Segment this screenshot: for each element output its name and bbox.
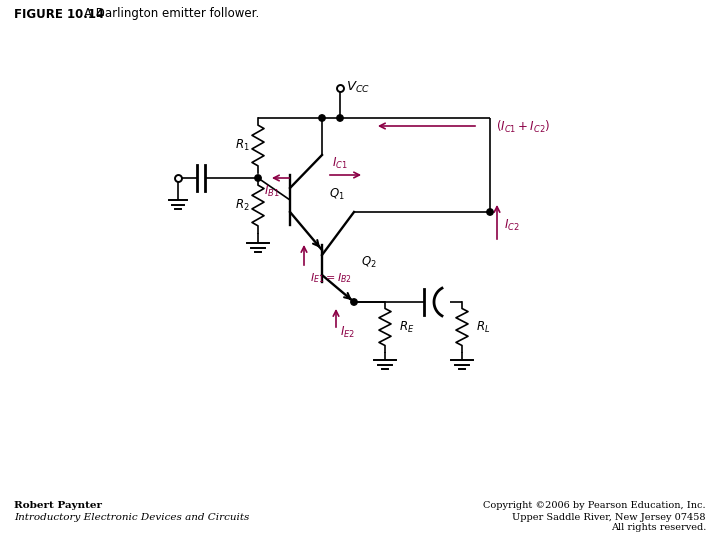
Text: $I_{C1}$: $I_{C1}$ <box>332 156 348 171</box>
Text: $I_{B1}$: $I_{B1}$ <box>264 184 280 199</box>
Text: $R_2$: $R_2$ <box>235 198 249 213</box>
Text: $R_1$: $R_1$ <box>235 138 249 152</box>
Text: $(I_{C1} + I_{C2})$: $(I_{C1} + I_{C2})$ <box>496 119 550 135</box>
Circle shape <box>487 209 493 215</box>
Text: $I_{C2}$: $I_{C2}$ <box>504 218 520 233</box>
Text: $Q_1$: $Q_1$ <box>329 186 345 201</box>
Text: $R_E$: $R_E$ <box>399 320 415 335</box>
Circle shape <box>255 175 261 181</box>
Text: $R_L$: $R_L$ <box>476 320 490 335</box>
Text: FIGURE 10.14: FIGURE 10.14 <box>14 8 104 21</box>
Text: $V_{CC}$: $V_{CC}$ <box>346 79 370 94</box>
Circle shape <box>337 115 343 121</box>
Text: $Q_2$: $Q_2$ <box>361 254 377 269</box>
Circle shape <box>351 299 357 305</box>
Text: Introductory Electronic Devices and Circuits: Introductory Electronic Devices and Circ… <box>14 514 249 523</box>
Text: $I_{E2}$: $I_{E2}$ <box>340 325 355 340</box>
Text: $I_{E1} = I_{B2}$: $I_{E1} = I_{B2}$ <box>310 271 352 285</box>
Circle shape <box>319 115 325 121</box>
Text: All rights reserved.: All rights reserved. <box>611 523 706 531</box>
Text: A Darlington emitter follower.: A Darlington emitter follower. <box>84 8 259 21</box>
Text: Copyright ©2006 by Pearson Education, Inc.: Copyright ©2006 by Pearson Education, In… <box>483 502 706 510</box>
Text: Robert Paynter: Robert Paynter <box>14 502 102 510</box>
Text: Upper Saddle River, New Jersey 07458: Upper Saddle River, New Jersey 07458 <box>513 512 706 522</box>
